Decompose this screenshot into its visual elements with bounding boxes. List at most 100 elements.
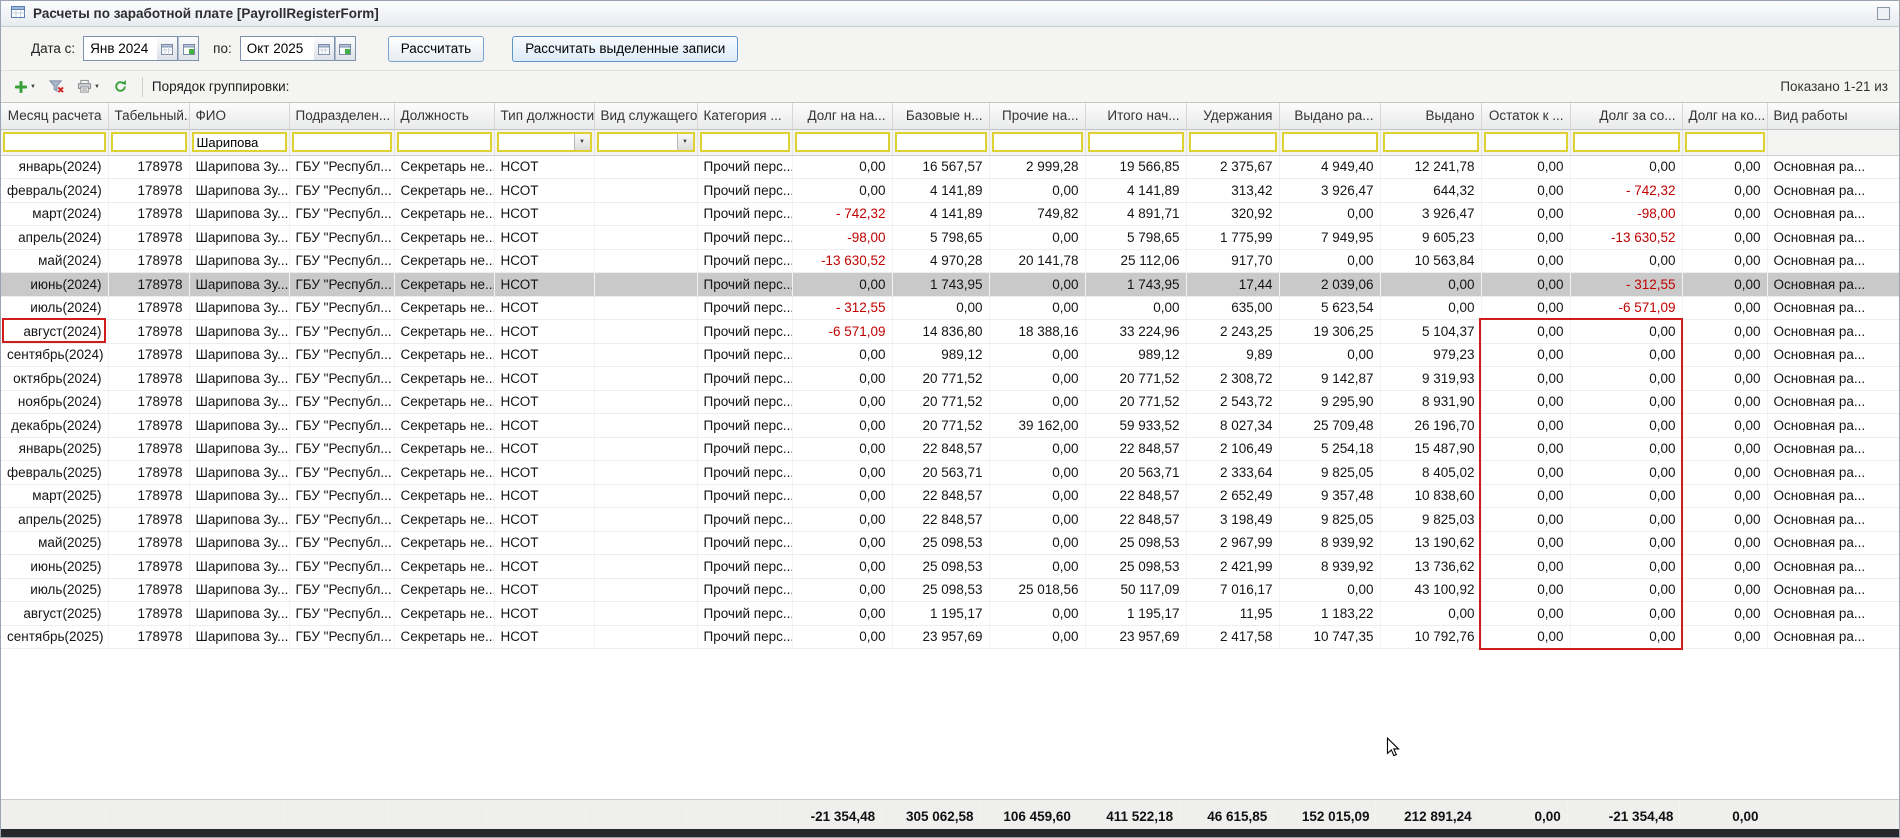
table-row[interactable]: август(2024) 178978 Шарипова Зу... ГБУ "Рес… [1,319,1899,344]
filter-text-field[interactable] [398,134,490,150]
column-header[interactable]: Подразделен... [289,103,395,130]
table-row[interactable]: сентябрь(2024) 178978 Шарипова Зу... ГБУ "Р… [1,343,1899,367]
filter-input[interactable] [291,132,392,152]
filter-text-field[interactable] [1686,134,1763,150]
calculate-selected-button[interactable]: Рассчитать выделенные записи [512,35,739,62]
table-row[interactable]: февраль(2024) 178978 Шарипова Зу... ГБУ "Ре… [1,178,1899,203]
window-control-button[interactable] [1877,7,1890,20]
filter-input[interactable] [1188,132,1277,152]
cell: 0,00 [1570,249,1683,273]
filter-text-field[interactable] [1283,134,1376,150]
filter-text-field[interactable] [1574,134,1678,150]
column-header[interactable]: Долг за со... [1570,103,1683,130]
table-row[interactable]: апрель(2025) 178978 Шарипова Зу... ГБУ "Рес… [1,507,1899,532]
table-row[interactable]: июль(2024) 178978 Шарипова Зу... ГБУ "Респу… [1,296,1899,320]
filter-cell [289,129,395,156]
cell: Секретарь не... [394,202,495,226]
cell: Основная ра... [1767,484,1899,508]
filter-input[interactable] [699,132,790,152]
table-row[interactable]: май(2024) 178978 Шарипова Зу... ГБУ "Респуб… [1,249,1899,273]
filter-input[interactable] [3,132,106,152]
filter-text-field[interactable] [993,134,1081,150]
table-row[interactable]: январь(2024) 178978 Шарипова Зу... ГБУ "Рес… [1,155,1899,179]
table-row[interactable]: декабрь(2024) 178978 Шарипова Зу... ГБУ "Ре… [1,413,1899,438]
table-row[interactable]: май(2025) 178978 Шарипова Зу... ГБУ "Респуб… [1,531,1899,555]
column-header[interactable]: Должность [394,103,495,130]
filter-text-field[interactable] [1190,134,1275,150]
column-header[interactable]: Итого нач... [1085,103,1187,130]
table-row[interactable]: ноябрь(2024) 178978 Шарипова Зу... ГБУ "Рес… [1,390,1899,414]
filter-input[interactable] [1572,132,1680,152]
calculate-button[interactable]: Рассчитать [387,35,485,62]
cell: 178978 [108,343,190,367]
filter-input[interactable] [1087,132,1184,152]
filter-input[interactable] [894,132,987,152]
filter-dropdown-button[interactable]: ▼ [676,134,693,150]
filter-input[interactable] [1483,132,1568,152]
filter-text-field[interactable] [498,134,574,150]
filter-input[interactable]: ▼ [496,132,592,152]
table-row[interactable]: февраль(2025) 178978 Шарипова Зу... ГБУ "Ре… [1,460,1899,485]
date-to-picker-button[interactable] [334,36,356,61]
table-row[interactable]: август(2025) 178978 Шарипова Зу... ГБУ "Рес… [1,601,1899,626]
filter-text-field[interactable] [598,134,677,150]
filter-text-field[interactable] [1089,134,1182,150]
clear-filter-button[interactable] [44,75,69,99]
table-row[interactable]: июнь(2025) 178978 Шарипова Зу... ГБУ "Респу… [1,554,1899,579]
print-button[interactable]: ▼ [72,75,105,99]
column-header[interactable]: Базовые н... [892,103,990,130]
column-header[interactable]: Удержания [1186,103,1280,130]
filter-input[interactable] [991,132,1083,152]
filter-input[interactable] [110,132,187,152]
filter-text-field[interactable] [896,134,985,150]
column-header[interactable]: Месяц расчета [1,103,109,130]
table-row[interactable]: июль(2025) 178978 Шарипова Зу... ГБУ "Респу… [1,578,1899,602]
column-header[interactable]: Вид работы [1767,103,1899,130]
column-header[interactable]: Тип должности [494,103,595,130]
filter-text-field[interactable] [112,134,185,150]
cell: НСОТ [494,202,595,226]
column-header[interactable]: Вид служащего [594,103,698,130]
filter-dropdown-button[interactable]: ▼ [573,134,590,150]
add-record-button[interactable]: ▼ [9,75,41,99]
date-to-calendar-button[interactable] [313,36,335,61]
date-from-calendar-button[interactable] [157,36,179,61]
filter-input[interactable] [1382,132,1479,152]
date-from-input[interactable] [83,36,158,61]
filter-text-field[interactable] [1384,134,1477,150]
filter-input[interactable] [191,132,287,152]
filter-text-field[interactable] [193,134,285,150]
column-header[interactable]: Остаток к ... [1481,103,1571,130]
table-row[interactable]: март(2024) 178978 Шарипова Зу... ГБУ "Респу… [1,202,1899,226]
filter-text-field[interactable] [796,134,888,150]
column-header[interactable]: Долг на на... [792,103,893,130]
table-row[interactable]: июнь(2024) 178978 Шарипова Зу... ГБУ "Респу… [1,272,1899,297]
column-header[interactable]: ФИО [189,103,290,130]
filter-input[interactable] [1684,132,1765,152]
filter-text-field[interactable] [1485,134,1566,150]
column-header[interactable]: Выдано [1380,103,1482,130]
filter-input[interactable] [794,132,890,152]
cell: Секретарь не... [394,390,495,414]
column-header[interactable]: Долг на ко... [1682,103,1768,130]
cell: НСОТ [494,296,595,320]
refresh-button[interactable] [108,75,133,99]
table-row[interactable]: январь(2025) 178978 Шарипова Зу... ГБУ "Рес… [1,437,1899,461]
filter-input[interactable] [396,132,492,152]
date-from-picker-button[interactable] [178,36,200,61]
filter-text-field[interactable] [5,134,104,150]
column-header[interactable]: Категория ... [697,103,793,130]
table-row[interactable]: сентябрь(2025) 178978 Шарипова Зу... ГБУ "Р… [1,625,1899,649]
table-row[interactable]: март(2025) 178978 Шарипова Зу... ГБУ "Респу… [1,484,1899,508]
filter-text-field[interactable] [293,134,390,150]
filter-text-field[interactable] [701,134,788,150]
table-row[interactable]: апрель(2024) 178978 Шарипова Зу... ГБУ "Рес… [1,225,1899,250]
table-row[interactable]: октябрь(2024) 178978 Шарипова Зу... ГБУ "Ре… [1,366,1899,391]
filter-input[interactable] [1281,132,1378,152]
column-header[interactable]: Прочие на... [989,103,1086,130]
column-header[interactable]: Табельный... [108,103,190,130]
date-to-input[interactable] [239,36,314,61]
filter-input[interactable]: ▼ [596,132,695,152]
column-header[interactable]: Выдано ра... [1279,103,1381,130]
cell: апрель(2024) [1,225,109,250]
